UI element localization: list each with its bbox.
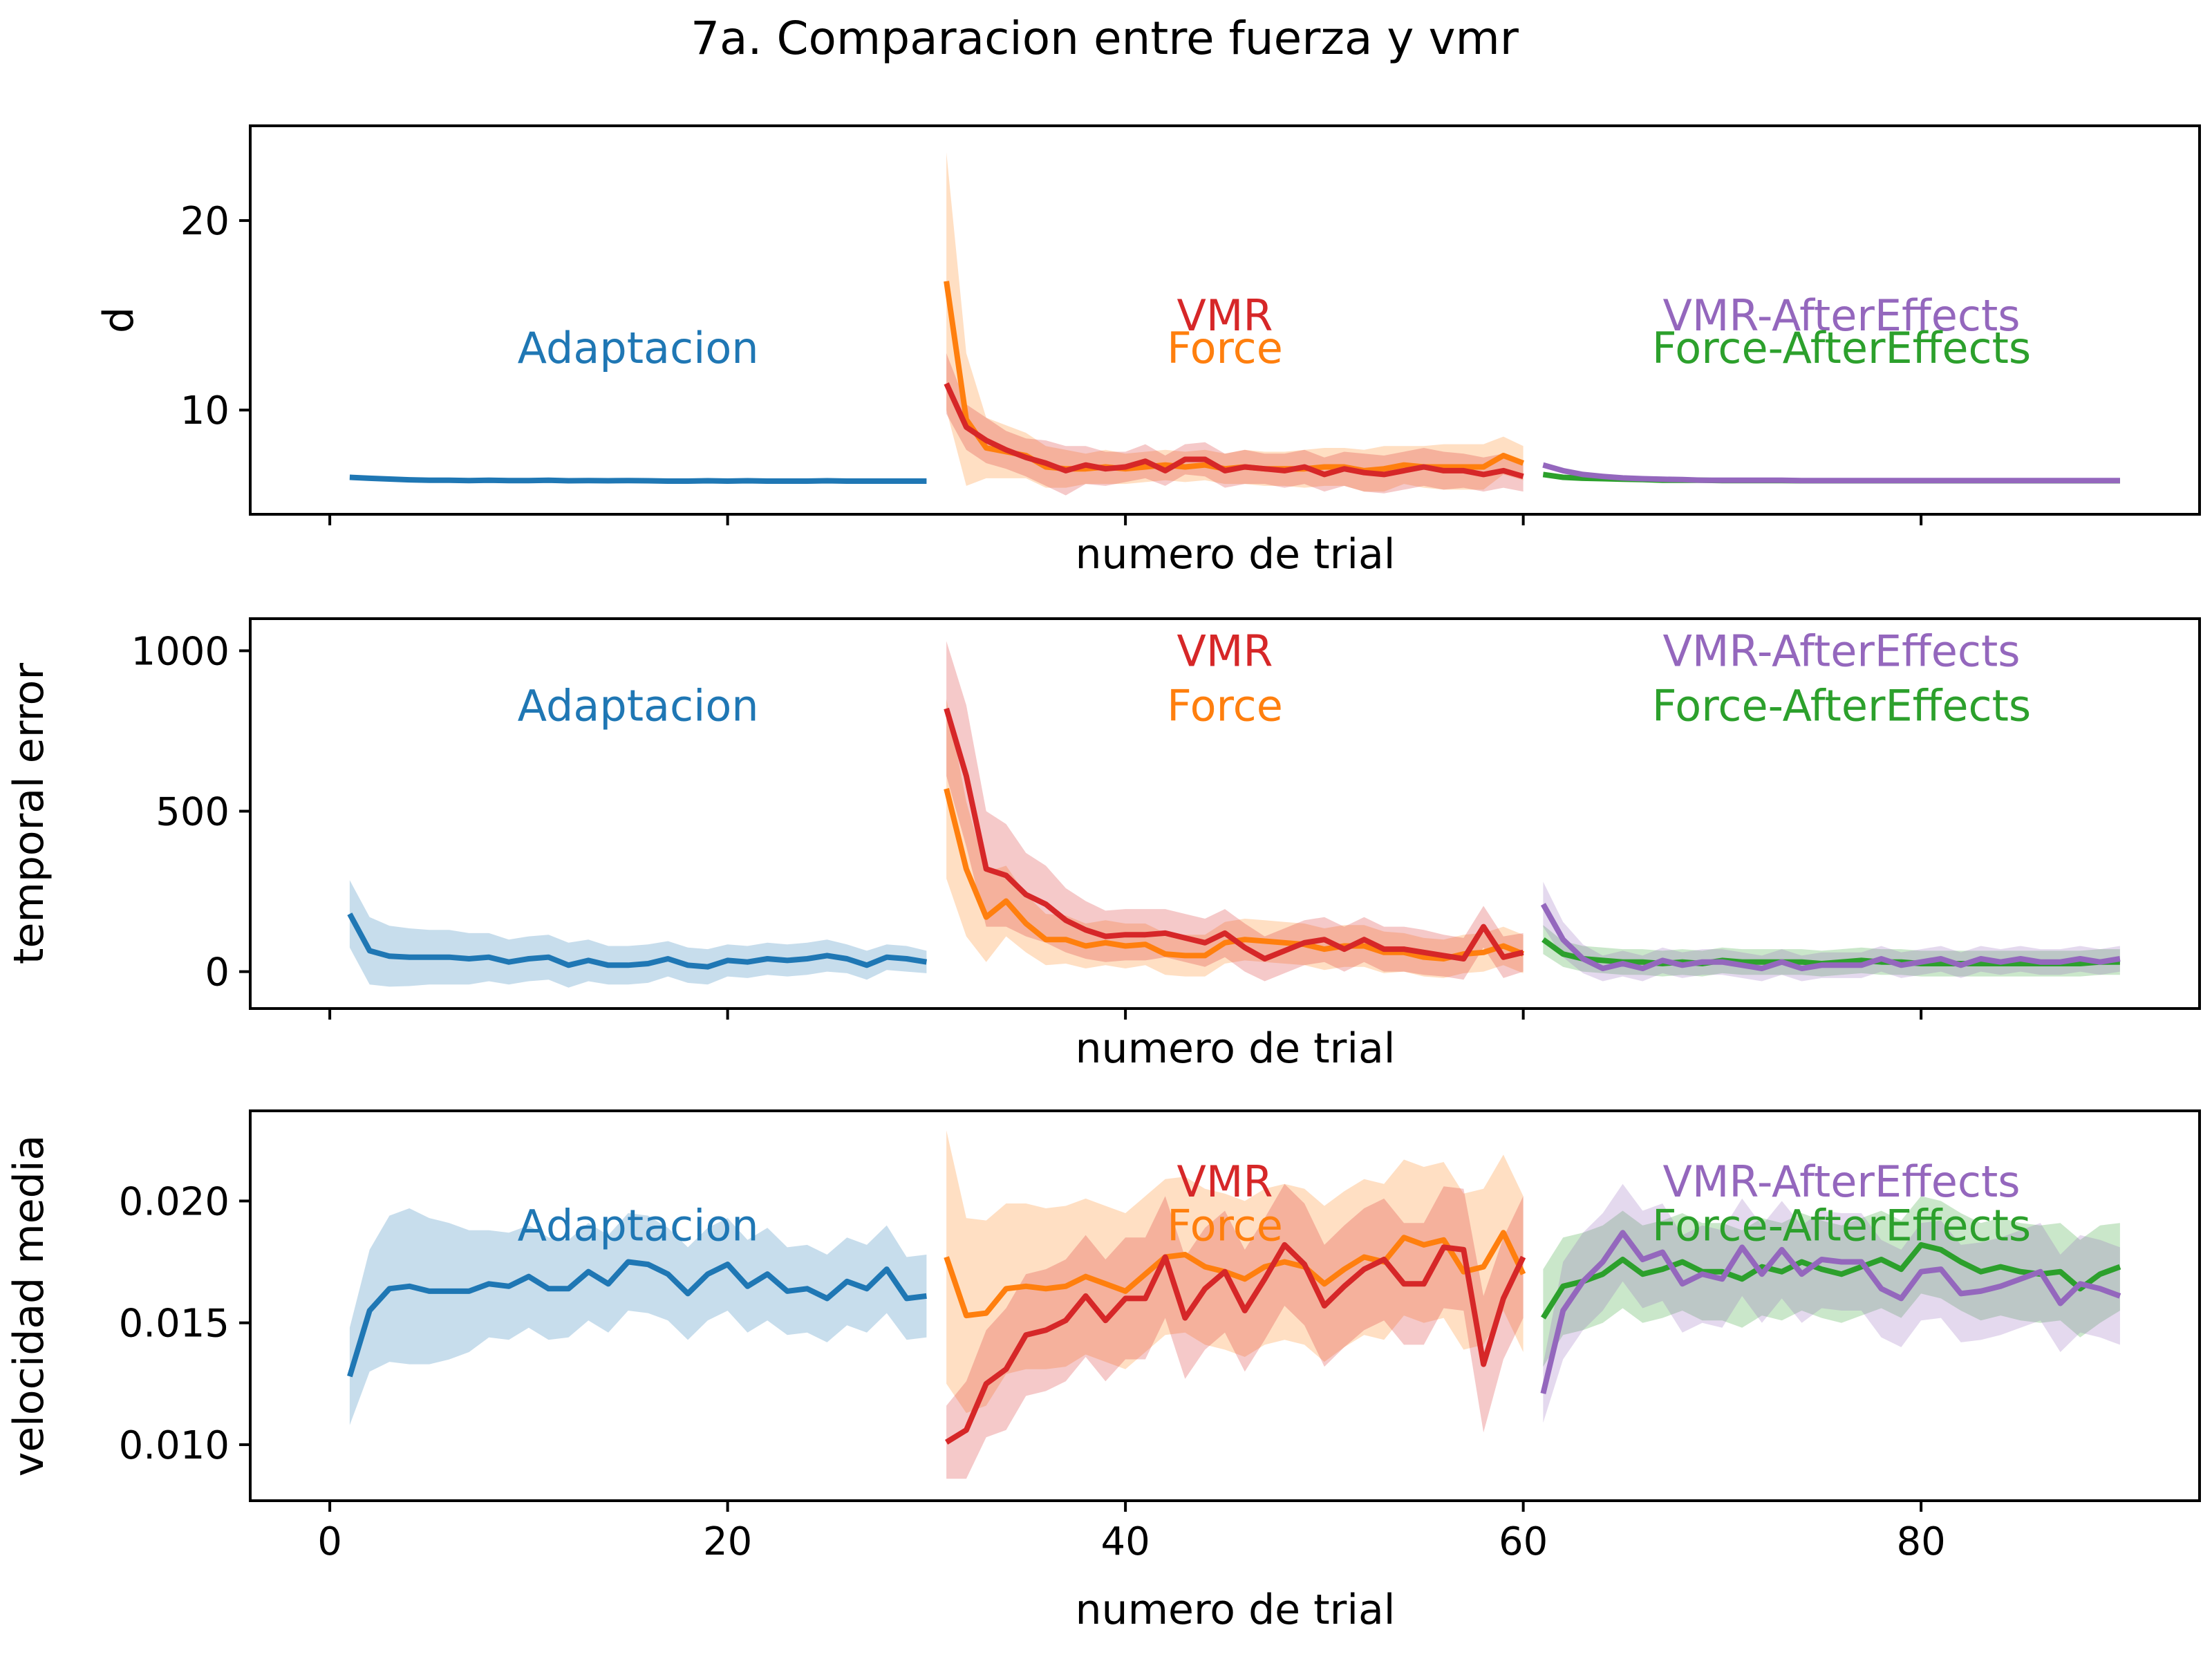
y-tick-label: 0.010 (119, 1423, 229, 1468)
annotation-force: Force (1167, 323, 1283, 373)
series-line-adaptacion (347, 912, 928, 970)
band-vmr (946, 641, 1524, 982)
annotation-vmr-aftereffects: VMR-AfterEffects (1662, 290, 2020, 341)
figure-title: 7a. Comparacion entre fuerza y vmr (691, 12, 1519, 65)
annotation-vmr-aftereffects: VMR-AfterEffects (1662, 1156, 2020, 1207)
annotation-force-aftereffects: Force-AfterEffects (1652, 680, 2031, 731)
annotation-force: Force (1167, 680, 1283, 731)
band-vmr-aftereffects (1543, 1183, 2120, 1423)
band-vmr-aftereffects (1543, 881, 2120, 982)
y-tick-label: 500 (156, 790, 229, 835)
plot-area (347, 1130, 2121, 1479)
annotation-vmr-aftereffects: VMR-AfterEffects (1662, 626, 2020, 676)
series-line-adaptacion (349, 474, 927, 484)
y-tick-label: 10 (180, 388, 229, 433)
band-force (946, 152, 1524, 492)
y-axis-label: temporal error (5, 663, 53, 964)
plot-area (347, 641, 2121, 988)
annotation-adaptacion: Adaptacion (518, 680, 759, 731)
x-axis-label: numero de trial (1076, 1024, 1396, 1073)
y-tick-label: 1000 (131, 629, 229, 674)
series-line-vmr (945, 1241, 1526, 1445)
annotation-force-aftereffects: Force-AfterEffects (1652, 323, 2031, 373)
series-line-vmr (944, 707, 1524, 962)
annotation-force-aftereffects: Force-AfterEffects (1652, 1201, 2031, 1251)
x-axis-label: numero de trial (1076, 530, 1396, 579)
y-tick-label: 20 (180, 199, 229, 244)
series-line-force (944, 1230, 1526, 1319)
series-line-vmr-aftereffects (1542, 462, 2120, 484)
y-tick-label: 0 (205, 950, 229, 995)
x-tick-label: 80 (1897, 1519, 1946, 1564)
x-tick-label: 40 (1100, 1519, 1150, 1564)
x-tick-label: 20 (703, 1519, 752, 1564)
series-line-force-aftereffects (1541, 1241, 2121, 1320)
annotation-vmr: VMR (1177, 1156, 1273, 1207)
annotation-adaptacion: Adaptacion (518, 1201, 759, 1251)
subplot-2: 0 500 1000 numero de trial temporal error Ada… (5, 617, 2201, 1073)
annotation-vmr: VMR (1177, 290, 1273, 341)
axes-frame (249, 617, 2201, 1010)
band-force (946, 1130, 1524, 1414)
band-force (946, 699, 1524, 978)
y-tick-label: 0.015 (119, 1302, 229, 1347)
annotation-force: Force (1167, 1201, 1283, 1251)
y-axis-label: d (95, 307, 143, 333)
series-line-vmr-aftereffects (1540, 903, 2121, 971)
band-vmr (946, 353, 1524, 496)
series-line-adaptacion (347, 1259, 927, 1378)
y-axis-label: velocidad media (5, 1135, 53, 1477)
plot-area (349, 152, 2120, 496)
annotation-vmr: VMR (1177, 626, 1273, 676)
band-adaptacion (349, 1208, 927, 1425)
band-force-aftereffects (1543, 1196, 2120, 1367)
axes-frame (249, 124, 2201, 516)
series-line-vmr-aftereffects (1540, 1230, 2121, 1394)
x-tick-label: 60 (1499, 1519, 1548, 1564)
annotation-adaptacion: Adaptacion (518, 323, 759, 373)
series-line-vmr (944, 382, 1524, 480)
y-tick-label: 0.020 (119, 1179, 229, 1224)
axes-frame (249, 1109, 2201, 1502)
x-tick-label: 0 (317, 1519, 342, 1564)
x-axis-label: numero de trial (1076, 1586, 1396, 1634)
band-vmr (946, 1183, 1524, 1479)
subplot-3: 0 20 40 60 80 0.010 0.015 0.020 numero de trial v… (5, 1109, 2201, 1634)
